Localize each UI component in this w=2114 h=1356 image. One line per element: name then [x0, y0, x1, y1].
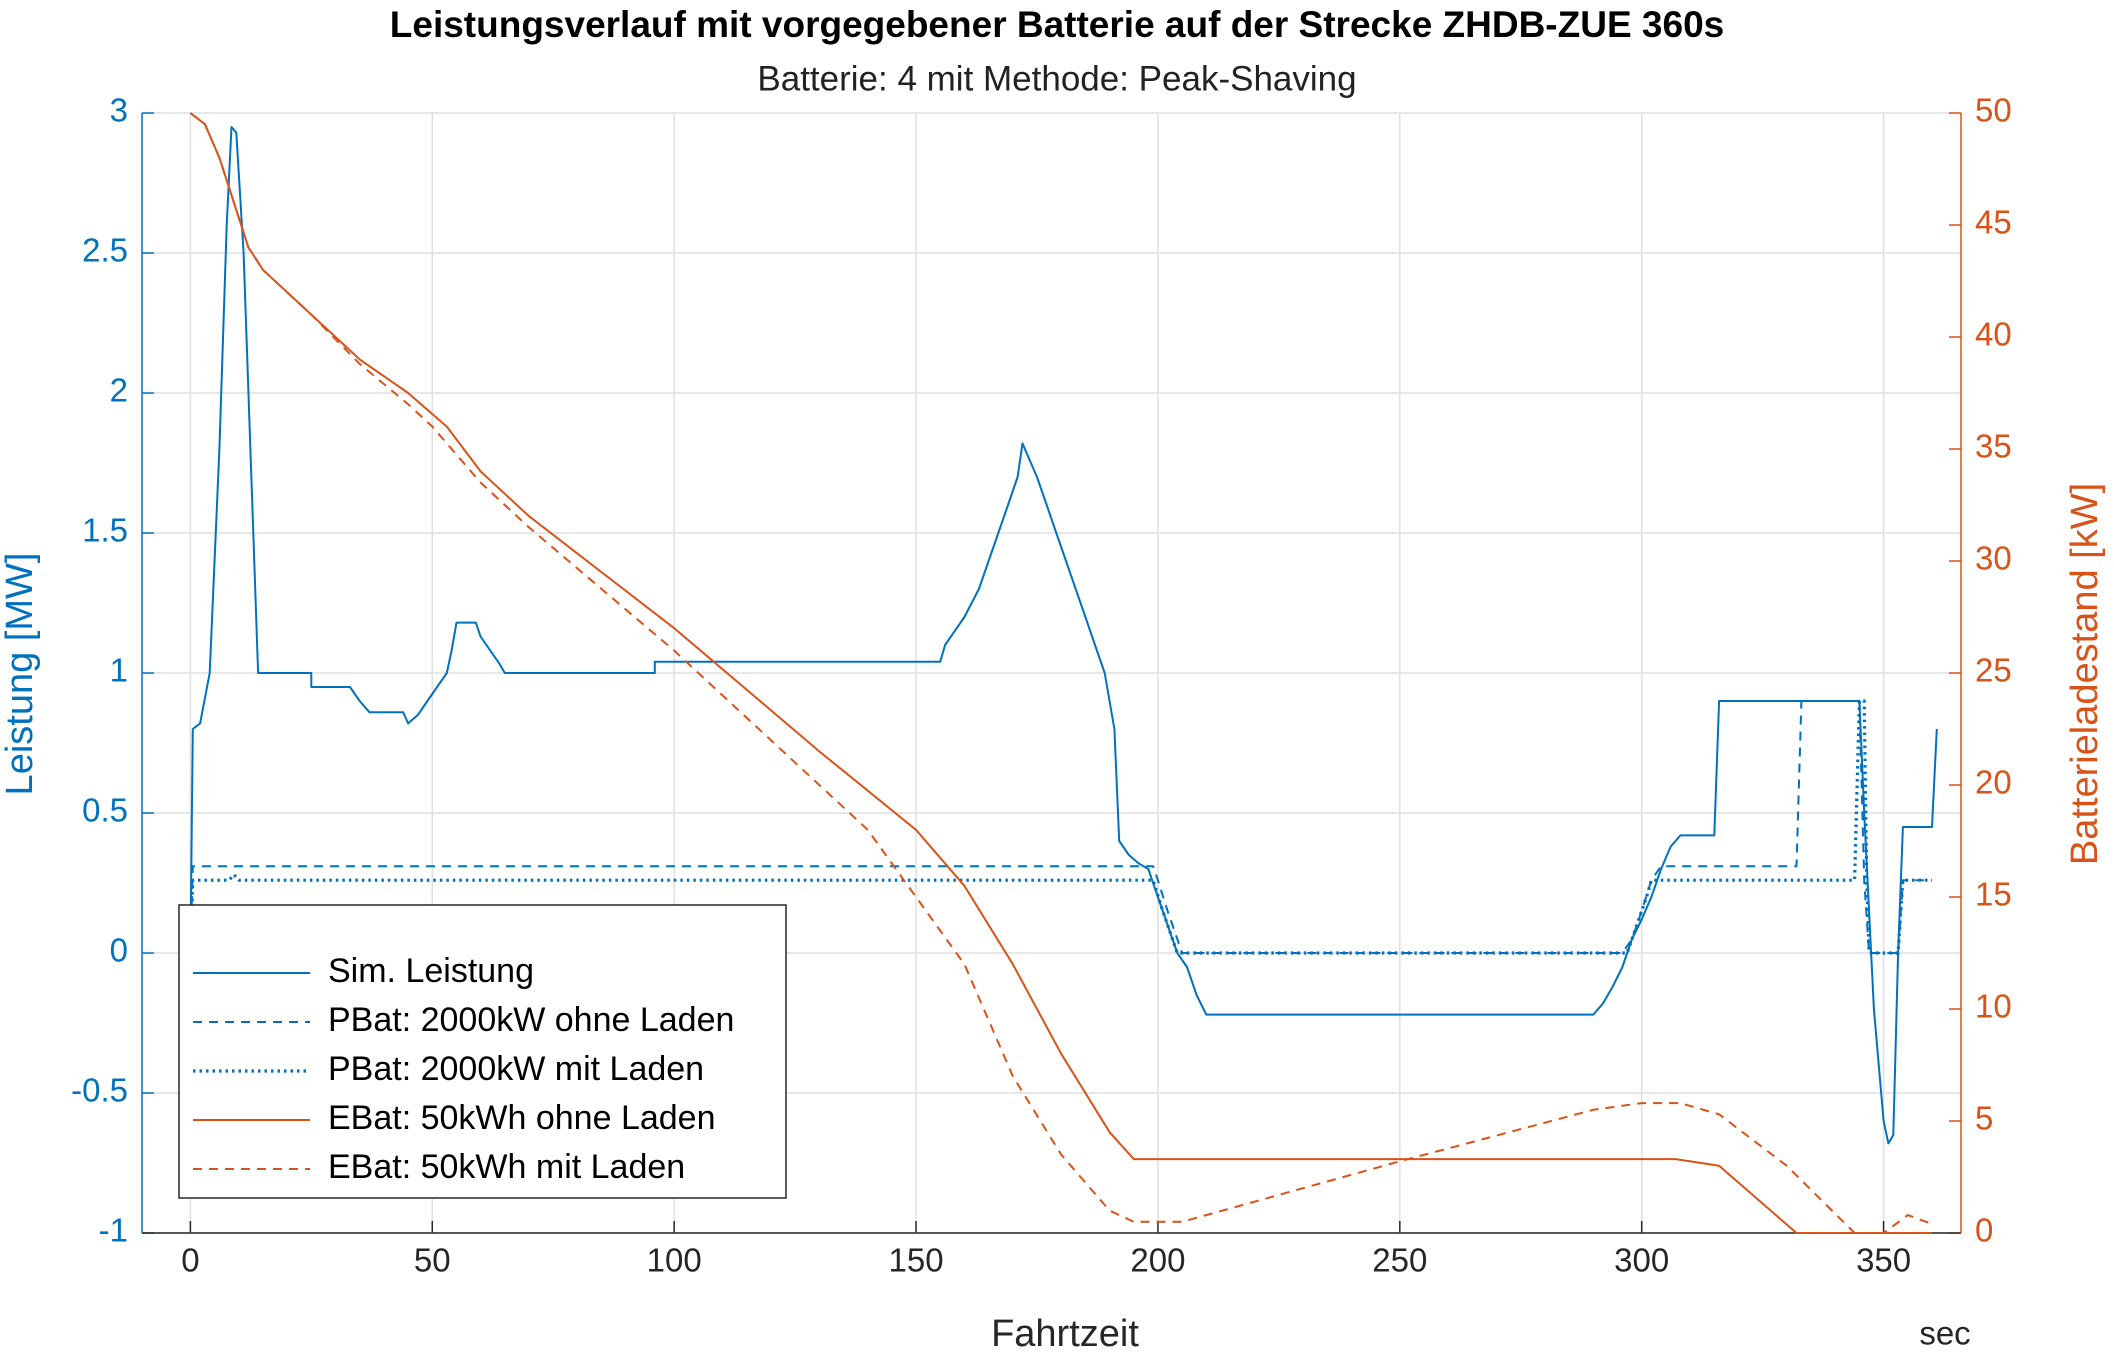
x-axis-unit: sec — [1919, 1315, 1970, 1352]
y2-tick-label: 30 — [1975, 540, 2012, 577]
legend-label: PBat: 2000kW ohne Laden — [328, 1001, 734, 1039]
y2-tick-label: 0 — [1975, 1212, 1993, 1249]
legend-label: PBat: 2000kW mit Laden — [328, 1050, 704, 1088]
series-line — [189, 112, 1933, 1234]
x-tick-label: 100 — [647, 1242, 702, 1279]
y-tick-label: 2 — [110, 372, 128, 409]
x-tick-label: 350 — [1856, 1242, 1911, 1279]
y2-tick-label: 15 — [1975, 876, 2012, 913]
y-axis-label: Leistung [MW] — [0, 553, 41, 796]
x-tick-label: 50 — [414, 1242, 451, 1279]
x-tick-label: 250 — [1372, 1242, 1427, 1279]
y-tick-label: 0.5 — [82, 792, 128, 829]
x-tick-label: 300 — [1614, 1242, 1669, 1279]
y-tick-label: -0.5 — [71, 1072, 128, 1109]
y-tick-label: 1.5 — [82, 512, 128, 549]
x-tick-label: 0 — [181, 1242, 199, 1279]
series-line — [188, 699, 1932, 955]
y2-tick-label: 40 — [1975, 316, 2012, 353]
x-tick-label: 200 — [1130, 1242, 1185, 1279]
y-tick-label: -1 — [99, 1212, 128, 1249]
legend: Sim. Leistung PBat: 2000kW ohne Laden PBat… — [178, 904, 787, 1199]
series-line — [189, 112, 1932, 1234]
legend-label: EBat: 50kWh mit Laden — [328, 1148, 685, 1186]
series-line — [189, 126, 1938, 1145]
legend-label: Sim. Leistung — [328, 952, 534, 990]
y-tick-label: 3 — [110, 92, 128, 129]
chart-subtitle: Batterie: 4 mit Methode: Peak-Shaving — [757, 59, 1356, 98]
y2-tick-label: 35 — [1975, 428, 2012, 465]
y2-axis-label: Batterieladestand [kW] — [2064, 483, 2106, 865]
y-tick-label: 1 — [110, 652, 128, 689]
y2-tick-label: 50 — [1975, 92, 2012, 129]
x-axis-label: Fahrtzeit — [991, 1313, 1139, 1355]
legend-label: EBat: 50kWh ohne Laden — [328, 1099, 716, 1137]
y2-tick-label: 45 — [1975, 204, 2012, 241]
y2-tick-label: 20 — [1975, 764, 2012, 801]
x-tick-label: 150 — [889, 1242, 944, 1279]
legend-box — [178, 904, 787, 1199]
y2-tick-label: 10 — [1975, 988, 2012, 1025]
y2-tick-label: 5 — [1975, 1100, 1993, 1137]
y-tick-label: 2.5 — [82, 232, 128, 269]
y2-tick-label: 25 — [1975, 652, 2012, 689]
y-tick-label: 0 — [110, 932, 128, 969]
chart-title: Leistungsverlauf mit vorgegebener Batter… — [390, 4, 1724, 45]
